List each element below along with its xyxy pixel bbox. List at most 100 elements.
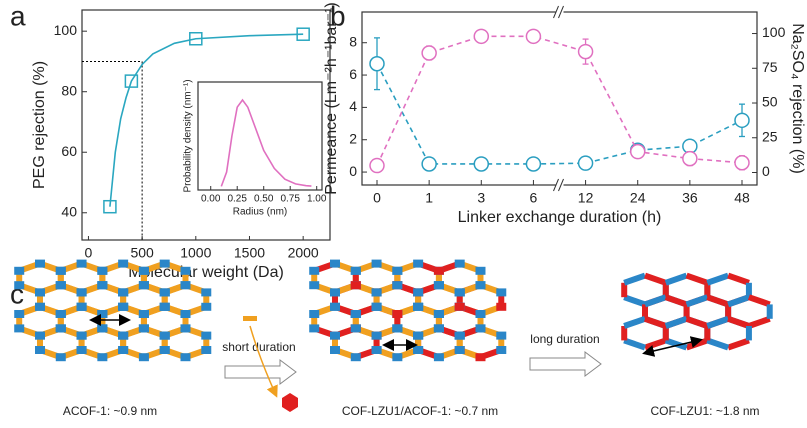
framework-node: [118, 303, 128, 311]
framework-node: [434, 267, 444, 275]
framework-bond: [749, 297, 770, 304]
framework-node: [413, 332, 423, 340]
marker: [735, 156, 749, 170]
framework-node: [139, 324, 149, 332]
framework-bond: [728, 319, 749, 326]
process-arrow: [225, 360, 296, 384]
framework-node: [496, 288, 506, 296]
marker: [579, 156, 593, 170]
x-tick-label: 0.00: [201, 194, 221, 205]
y-tick-label: 6: [349, 66, 357, 82]
x-tick-label: 500: [130, 245, 154, 261]
framework-node: [351, 310, 361, 318]
framework-node: [160, 303, 170, 311]
framework-node: [56, 267, 66, 275]
framework-node: [413, 346, 423, 354]
framework-node: [392, 324, 402, 332]
y2-tick-label: 0: [762, 163, 770, 179]
framework-node: [201, 288, 211, 296]
framework-node: [35, 332, 45, 340]
framework-node: [97, 310, 107, 318]
framework-node: [56, 324, 66, 332]
framework-bond: [645, 276, 666, 283]
y2-tick-label: 75: [762, 59, 778, 75]
x-tick-label: 0: [85, 245, 93, 261]
marker: [735, 113, 749, 127]
framework-node: [309, 281, 319, 289]
marker: [474, 157, 488, 171]
y-tick-label: 2: [349, 130, 357, 146]
framework-node: [56, 310, 66, 318]
framework-node: [14, 267, 24, 275]
framework-node: [35, 303, 45, 311]
x-tick-label: 36: [682, 190, 698, 206]
framework-node: [56, 281, 66, 289]
framework-node: [392, 310, 402, 318]
linker-icon: [282, 393, 298, 412]
framework-bond: [666, 276, 687, 283]
marker: [422, 46, 436, 60]
framework-node: [351, 353, 361, 361]
framework-node: [160, 260, 170, 268]
y2-tick-label: 25: [762, 128, 778, 144]
marker: [683, 152, 697, 166]
arrow-label: long duration: [530, 332, 599, 346]
framework-node: [496, 303, 506, 311]
framework-bond: [624, 297, 645, 304]
framework-node: [330, 346, 340, 354]
x-tick-label: 0.25: [227, 194, 247, 205]
framework-node: [496, 332, 506, 340]
framework-node: [351, 267, 361, 275]
framework-bond: [666, 319, 687, 326]
framework-node: [372, 346, 382, 354]
framework-node: [35, 288, 45, 296]
framework-bond: [707, 297, 728, 304]
framework-node: [139, 281, 149, 289]
framework-node: [455, 332, 465, 340]
y-tick-label: 8: [349, 33, 357, 49]
framework-bond: [666, 297, 687, 304]
framework-bond: [645, 297, 666, 304]
framework-bond: [624, 319, 645, 326]
framework-bond: [645, 319, 666, 326]
y-axis-label: Permeance (Lm⁻²h⁻¹bar⁻¹): [323, 2, 340, 195]
x-tick-label: 1500: [234, 245, 265, 261]
framework-node: [330, 303, 340, 311]
framework-node: [455, 260, 465, 268]
framework-node: [455, 303, 465, 311]
structure-label: COF-LZU1/ACOF-1: ~0.7 nm: [342, 404, 498, 418]
framework-node: [351, 324, 361, 332]
framework-node: [180, 310, 190, 318]
framework-node: [139, 267, 149, 275]
framework-node: [330, 260, 340, 268]
x-tick-label: 2000: [288, 245, 319, 261]
structure-label: ACOF-1: ~0.9 nm: [63, 404, 157, 418]
y-tick-label: 80: [61, 82, 77, 98]
plot-frame: [362, 12, 757, 185]
framework-bond: [707, 340, 728, 347]
framework-bond: [687, 297, 708, 304]
x-tick-label: 0.75: [280, 194, 300, 205]
framework-bond: [728, 276, 749, 283]
x-tick-label: 24: [630, 190, 646, 206]
framework-node: [455, 288, 465, 296]
framework-node: [201, 346, 211, 354]
framework-node: [392, 353, 402, 361]
framework-node: [330, 288, 340, 296]
x-tick-label: 1000: [180, 245, 211, 261]
framework-node: [118, 332, 128, 340]
y2-tick-label: 50: [762, 94, 778, 110]
framework-node: [309, 310, 319, 318]
framework: [624, 276, 769, 348]
framework-bond: [728, 297, 749, 304]
framework-node: [77, 346, 87, 354]
framework-node: [413, 303, 423, 311]
framework-node: [77, 288, 87, 296]
y-tick-label: 100: [54, 22, 78, 38]
framework-node: [475, 353, 485, 361]
panel-label: a: [10, 0, 26, 31]
framework-node: [160, 288, 170, 296]
x-tick-label: 6: [530, 190, 538, 206]
linker-arrow: [250, 326, 276, 395]
framework-node: [97, 281, 107, 289]
